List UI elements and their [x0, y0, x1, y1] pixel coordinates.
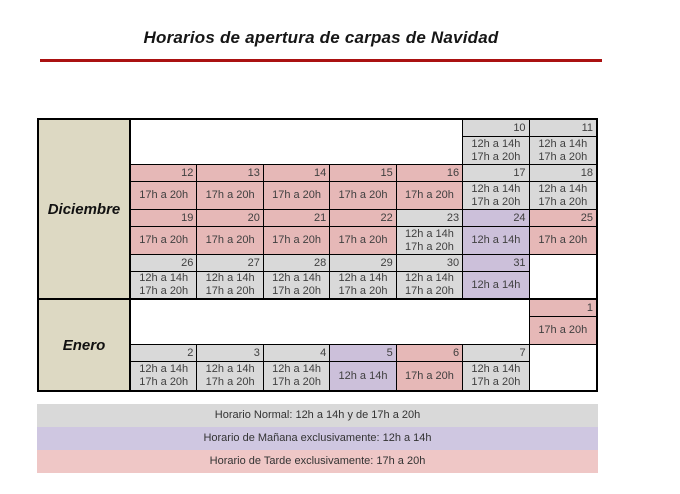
day-hours: 12h a 14h: [463, 272, 530, 300]
day-hours: 12h a 14h 17h a 20h: [396, 227, 464, 255]
day-hours: 12h a 14h 17h a 20h: [529, 182, 596, 210]
day-number: 19: [131, 210, 198, 227]
day-hours: 12h a 14h 17h a 20h: [463, 137, 530, 165]
day-hours: 17h a 20h: [263, 227, 331, 255]
day-number: 13: [197, 165, 264, 182]
day-number: 3: [197, 345, 264, 362]
day-hours: 12h a 14h 17h a 20h: [463, 182, 530, 210]
legend-normal: Horario Normal: 12h a 14h y de 17h a 20h: [37, 404, 598, 427]
legend-morning: Horario de Mañana exclusivamente: 12h a …: [37, 427, 598, 450]
day-hours: 12h a 14h 17h a 20h: [529, 137, 596, 165]
empty-cell: [131, 300, 530, 345]
day-hours: 17h a 20h: [131, 182, 198, 210]
day-hours: 12h a 14h 17h a 20h: [396, 272, 464, 300]
day-hours: 17h a 20h: [131, 227, 198, 255]
day-hours: 12h a 14h 17h a 20h: [131, 362, 198, 390]
day-number: 29: [330, 255, 397, 272]
day-hours: 17h a 20h: [263, 182, 331, 210]
day-number: 17: [463, 165, 530, 182]
day-hours: 12h a 14h 17h a 20h: [197, 272, 264, 300]
day-number: 27: [197, 255, 264, 272]
day-number: 31: [463, 255, 530, 272]
day-number: 25: [529, 210, 596, 227]
month-label: Diciembre: [39, 120, 131, 300]
day-number: 6: [396, 345, 464, 362]
day-hours: 12h a 14h 17h a 20h: [263, 272, 331, 300]
day-hours: 12h a 14h: [463, 227, 530, 255]
empty-cell: [131, 120, 464, 165]
day-hours: 12h a 14h 17h a 20h: [197, 362, 264, 390]
day-number: 18: [529, 165, 596, 182]
day-number: 23: [396, 210, 464, 227]
day-hours: 17h a 20h: [330, 227, 397, 255]
day-number: 5: [330, 345, 397, 362]
schedule-grid: Diciembre 10 12h a 14h 17h a 20h 11 12h a 14h…: [37, 118, 598, 392]
empty-cell: [529, 345, 596, 390]
day-hours: 17h a 20h: [197, 182, 264, 210]
day-number: 11: [529, 120, 596, 137]
day-number: 21: [263, 210, 331, 227]
day-number: 26: [131, 255, 198, 272]
day-number: 22: [330, 210, 397, 227]
day-number: 7: [463, 345, 530, 362]
title-divider: [40, 59, 602, 62]
day-number: 30: [396, 255, 464, 272]
day-number: 12: [131, 165, 198, 182]
empty-cell: [529, 255, 596, 300]
day-number: 24: [463, 210, 530, 227]
month-label: Enero: [39, 300, 131, 390]
day-hours: 17h a 20h: [330, 182, 397, 210]
day-number: 4: [263, 345, 331, 362]
day-number: 15: [330, 165, 397, 182]
day-hours: 12h a 14h 17h a 20h: [263, 362, 331, 390]
day-hours: 17h a 20h: [529, 317, 596, 345]
day-hours: 17h a 20h: [529, 227, 596, 255]
day-number: 1: [529, 300, 596, 317]
page-title: Horarios de apertura de carpas de Navida…: [143, 28, 499, 47]
day-hours: 17h a 20h: [396, 182, 464, 210]
day-number: 10: [463, 120, 530, 137]
day-number: 16: [396, 165, 464, 182]
day-hours: 12h a 14h 17h a 20h: [330, 272, 397, 300]
day-number: 14: [263, 165, 331, 182]
day-number: 20: [197, 210, 264, 227]
day-hours: 17h a 20h: [197, 227, 264, 255]
legend-evening: Horario de Tarde exclusivamente: 17h a 2…: [37, 450, 598, 473]
day-hours: 12h a 14h: [330, 362, 397, 390]
day-hours: 12h a 14h 17h a 20h: [131, 272, 198, 300]
legend: Horario Normal: 12h a 14h y de 17h a 20h…: [37, 404, 598, 473]
day-number: 28: [263, 255, 331, 272]
day-number: 2: [131, 345, 198, 362]
day-hours: 17h a 20h: [396, 362, 464, 390]
day-hours: 12h a 14h 17h a 20h: [463, 362, 530, 390]
